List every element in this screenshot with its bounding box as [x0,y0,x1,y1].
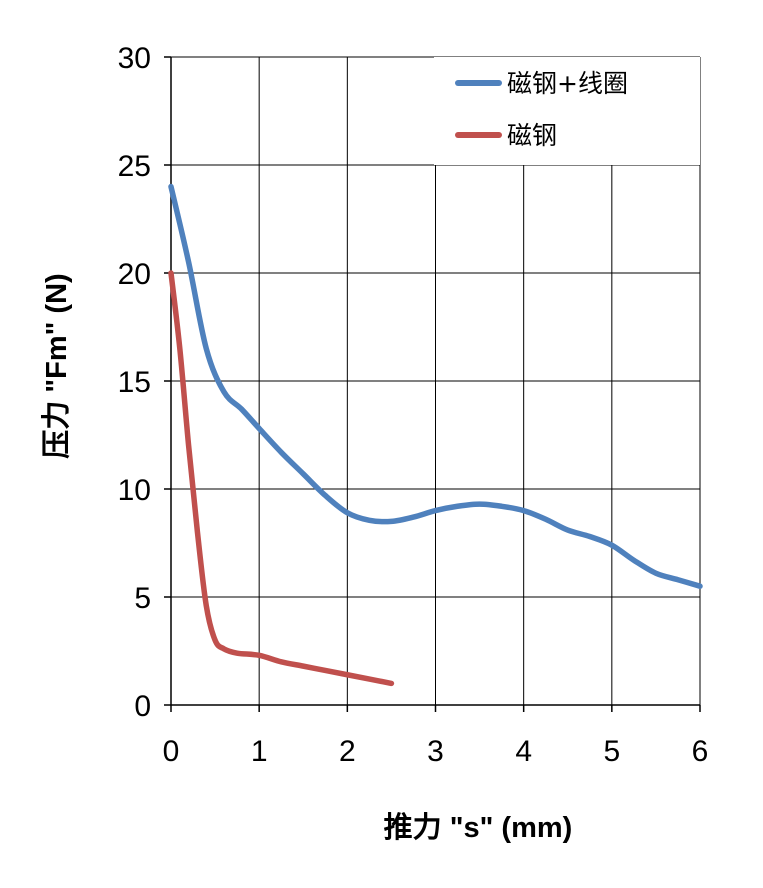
legend: 磁钢+线圈 磁钢 [434,57,700,165]
y-tick-label-4: 20 [118,258,151,291]
y-tick-label-1: 5 [134,582,151,615]
series-line-1 [168,183,703,589]
x-tick-label-6: 6 [692,735,709,768]
series-lines [168,183,703,687]
x-tick-label-2: 2 [339,735,356,768]
series-line-2 [168,270,395,687]
axes [164,56,701,712]
tick-labels: 0 5 10 15 20 25 30 0 1 2 3 4 5 6 [118,42,709,768]
y-tick-label-0: 0 [134,690,151,723]
legend-label-series-1: 磁钢+线圈 [507,69,628,98]
legend-label-series-2: 磁钢 [507,121,557,150]
y-tick-label-5: 25 [118,150,151,183]
x-tick-label-4: 4 [515,735,532,768]
y-tick-label-3: 15 [118,366,151,399]
y-tick-label-2: 10 [118,474,151,507]
legend-box [434,57,700,165]
x-tick-label-0: 0 [163,735,180,768]
x-tick-label-5: 5 [603,735,620,768]
y-tick-label-6: 30 [118,42,151,75]
y-axis-title: 压力 "Fm" (N) [40,273,73,458]
x-tick-label-1: 1 [251,735,268,768]
x-axis-title: 推力 "s" (mm) [384,811,573,844]
x-tick-label-3: 3 [427,735,444,768]
